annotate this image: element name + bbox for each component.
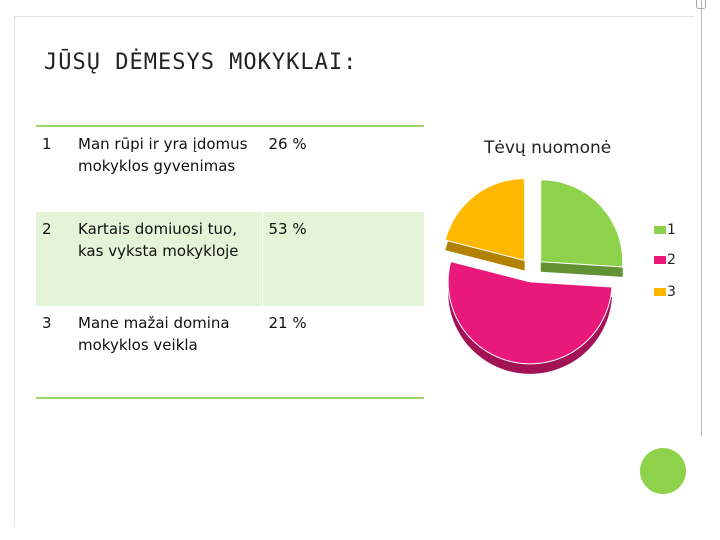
- pie-chart: [444, 178, 624, 374]
- legend-swatch: [654, 226, 666, 234]
- pie-slice-2: [447, 260, 613, 365]
- legend-label: 3: [667, 284, 676, 300]
- legend-swatch: [654, 256, 666, 264]
- decor-circle: [640, 448, 686, 494]
- pie-slice-3: [444, 178, 526, 262]
- frame-line-top: [14, 16, 694, 17]
- row-number: 1: [36, 126, 72, 212]
- frame-line-right: [701, 0, 702, 436]
- survey-table: 1 Man rūpi ir yra įdomus mokyklos gyveni…: [36, 125, 424, 399]
- pie-tops: [444, 178, 624, 365]
- row-statement: Mane mažai domina mokyklos veikla: [72, 306, 262, 398]
- row-number: 3: [36, 306, 72, 398]
- row-number: 2: [36, 212, 72, 306]
- pie-slice-1: [540, 179, 624, 268]
- chart-title: Tėvų nuomonė: [484, 138, 612, 158]
- row-percent: 21 %: [261, 306, 424, 398]
- slide-title: JŪSŲ DĖMESYS MOKYKLAI:: [44, 50, 358, 75]
- row-statement: Kartais domiuosi tuo, kas vyksta mokyklo…: [72, 212, 262, 306]
- table-row: 2 Kartais domiuosi tuo, kas vyksta mokyk…: [36, 212, 424, 306]
- table-row: 1 Man rūpi ir yra įdomus mokyklos gyveni…: [36, 126, 424, 212]
- row-percent: 26 %: [261, 126, 424, 212]
- legend-label: 2: [667, 252, 676, 268]
- legend-swatch: [654, 288, 666, 296]
- legend-label: 1: [667, 222, 676, 238]
- row-percent: 53 %: [261, 212, 424, 306]
- frame-line-left: [14, 16, 15, 526]
- table-row: 3 Mane mažai domina mokyklos veikla 21 %: [36, 306, 424, 398]
- row-statement: Man rūpi ir yra įdomus mokyklos gyvenima…: [72, 126, 262, 212]
